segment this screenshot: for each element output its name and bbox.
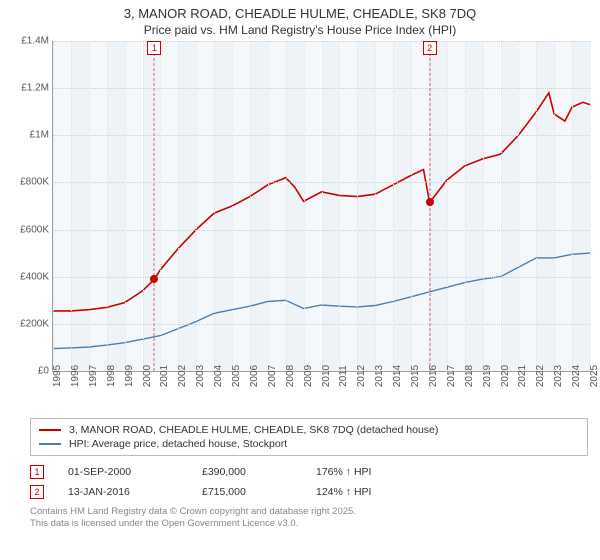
x-tick-label: 2023	[553, 365, 564, 387]
legend-swatch-hpi	[39, 443, 61, 445]
chart-title: 3, MANOR ROAD, CHEADLE HULME, CHEADLE, S…	[0, 0, 600, 21]
y-tick-label: £1M	[30, 130, 53, 141]
y-tick-label: £200K	[20, 318, 53, 329]
legend: 3, MANOR ROAD, CHEADLE HULME, CHEADLE, S…	[30, 418, 588, 456]
y-tick-label: £0	[38, 366, 53, 377]
x-tick-label: 2008	[285, 365, 296, 387]
legend-swatch-property	[39, 429, 61, 431]
transaction-row: 1 01-SEP-2000 £390,000 176% ↑ HPI	[30, 462, 588, 482]
y-tick-label: £1.2M	[21, 83, 53, 94]
footnote: Contains HM Land Registry data © Crown c…	[30, 506, 588, 530]
x-tick-label: 2017	[446, 365, 457, 387]
y-tick-label: £1.4M	[21, 36, 53, 47]
x-tick-label: 2009	[303, 365, 314, 387]
transaction-price: £715,000	[202, 486, 292, 498]
x-tick-label: 2010	[321, 365, 332, 387]
legend-item: 3, MANOR ROAD, CHEADLE HULME, CHEADLE, S…	[39, 423, 579, 437]
transactions-table: 1 01-SEP-2000 £390,000 176% ↑ HPI 2 13-J…	[30, 462, 588, 502]
x-tick-label: 1999	[124, 365, 135, 387]
x-tick-label: 2004	[213, 365, 224, 387]
y-tick-label: £800K	[20, 177, 53, 188]
x-tick-label: 2007	[267, 365, 278, 387]
x-axis-labels: 1995199619971998199920002001200220032004…	[52, 372, 590, 410]
x-tick-label: 2025	[589, 365, 600, 387]
x-tick-label: 2005	[231, 365, 242, 387]
transaction-marker-icon: 2	[30, 485, 44, 499]
x-tick-label: 2001	[159, 365, 170, 387]
chart-container: 3, MANOR ROAD, CHEADLE HULME, CHEADLE, S…	[0, 0, 600, 530]
transaction-row: 2 13-JAN-2016 £715,000 124% ↑ HPI	[30, 482, 588, 502]
marker-line	[429, 53, 430, 371]
plot-area: £0£200K£400K£600K£800K£1M£1.2M£1.4M12	[52, 41, 590, 372]
x-tick-label: 2015	[410, 365, 421, 387]
x-tick-label: 1996	[70, 365, 81, 387]
marker-box-icon: 1	[147, 41, 161, 55]
y-tick-label: £600K	[20, 224, 53, 235]
x-tick-label: 2012	[356, 365, 367, 387]
marker-point	[426, 198, 434, 206]
x-tick-label: 1995	[52, 365, 63, 387]
x-tick-label: 2013	[374, 365, 385, 387]
transaction-hpi: 176% ↑ HPI	[316, 466, 371, 478]
legend-label: HPI: Average price, detached house, Stoc…	[69, 438, 287, 450]
x-tick-label: 2002	[177, 365, 188, 387]
x-tick-label: 2024	[571, 365, 582, 387]
x-tick-label: 1997	[88, 365, 99, 387]
x-tick-label: 2021	[517, 365, 528, 387]
transaction-date: 13-JAN-2016	[68, 486, 178, 498]
legend-label: 3, MANOR ROAD, CHEADLE HULME, CHEADLE, S…	[69, 424, 438, 436]
transaction-hpi: 124% ↑ HPI	[316, 486, 371, 498]
x-tick-label: 2000	[142, 365, 153, 387]
x-tick-label: 2014	[392, 365, 403, 387]
marker-box-icon: 2	[423, 41, 437, 55]
x-tick-label: 2011	[338, 365, 349, 387]
marker-point	[150, 275, 158, 283]
x-tick-label: 2006	[249, 365, 260, 387]
x-tick-label: 2018	[464, 365, 475, 387]
x-tick-label: 1998	[106, 365, 117, 387]
x-tick-label: 2019	[482, 365, 493, 387]
marker-line	[154, 53, 155, 371]
x-tick-label: 2003	[195, 365, 206, 387]
footnote-line: Contains HM Land Registry data © Crown c…	[30, 506, 588, 518]
transaction-marker-icon: 1	[30, 465, 44, 479]
x-tick-label: 2016	[428, 365, 439, 387]
transaction-price: £390,000	[202, 466, 292, 478]
legend-item: HPI: Average price, detached house, Stoc…	[39, 437, 579, 451]
chart-subtitle: Price paid vs. HM Land Registry's House …	[0, 21, 600, 41]
y-tick-label: £400K	[20, 271, 53, 282]
footnote-line: This data is licensed under the Open Gov…	[30, 518, 588, 530]
transaction-date: 01-SEP-2000	[68, 466, 178, 478]
x-tick-label: 2020	[500, 365, 511, 387]
x-tick-label: 2022	[535, 365, 546, 387]
